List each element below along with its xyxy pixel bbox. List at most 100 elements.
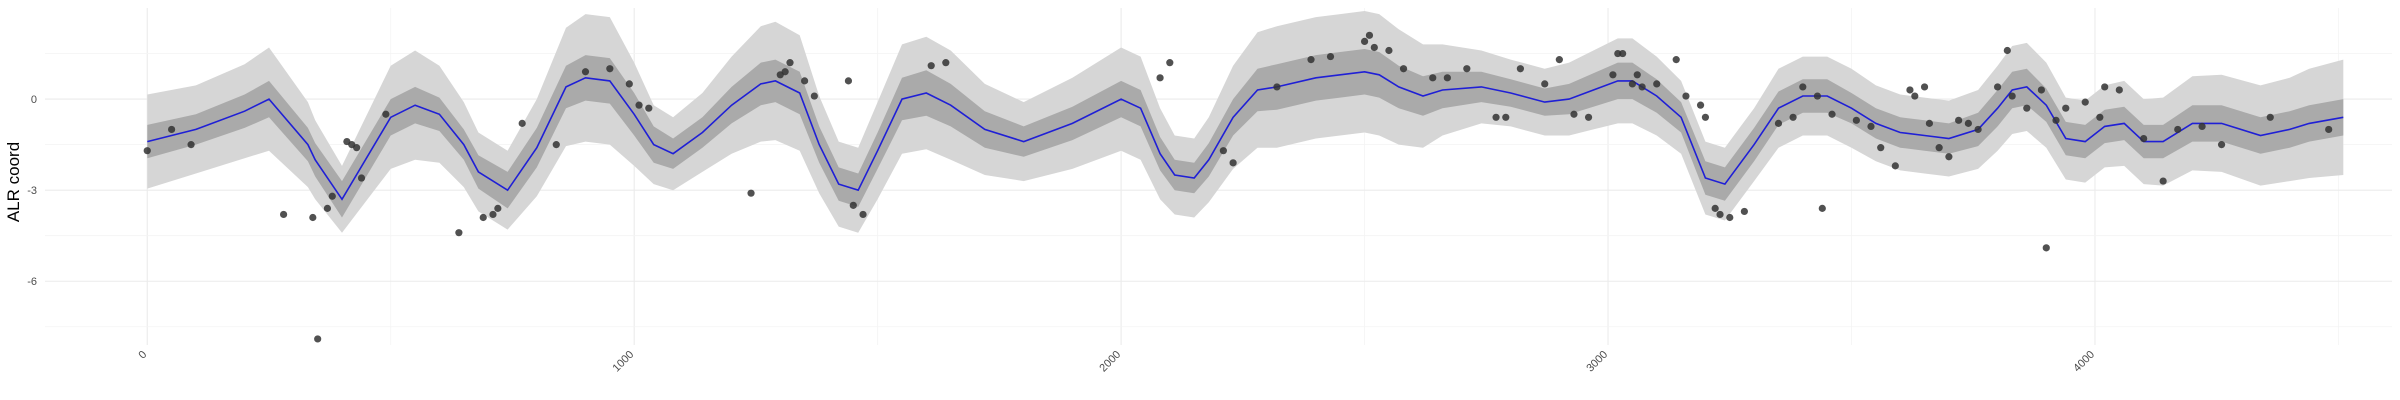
data-point xyxy=(2008,92,2016,100)
data-point xyxy=(1711,204,1719,212)
data-point xyxy=(1789,113,1797,121)
data-point xyxy=(1682,92,1690,100)
data-point xyxy=(1619,49,1627,58)
data-point xyxy=(279,210,288,219)
data-point xyxy=(2062,104,2070,112)
data-point xyxy=(1818,204,1826,212)
data-point xyxy=(552,141,560,149)
data-point xyxy=(2266,113,2274,121)
data-point xyxy=(1429,74,1437,82)
data-point xyxy=(1166,59,1174,67)
data-point xyxy=(1443,74,1451,82)
data-point xyxy=(1463,65,1471,73)
data-point xyxy=(143,147,151,155)
data-point xyxy=(2003,46,2011,55)
data-point xyxy=(2174,125,2182,134)
data-point xyxy=(1935,144,1943,152)
data-point xyxy=(606,65,614,73)
y-tick-label: -3 xyxy=(27,185,37,197)
data-point xyxy=(801,77,809,85)
data-point xyxy=(1584,113,1593,121)
inner-confidence-band xyxy=(147,49,2344,218)
data-point xyxy=(1877,144,1885,152)
data-point xyxy=(1955,116,1963,124)
data-point xyxy=(1920,83,1929,91)
data-point xyxy=(323,204,332,212)
y-axis-title: ALR coord xyxy=(4,142,23,222)
data-point xyxy=(1867,122,1875,131)
data-point xyxy=(1799,83,1807,91)
data-point xyxy=(1974,125,1982,134)
data-point xyxy=(2042,244,2050,252)
data-point xyxy=(1219,147,1227,155)
data-point xyxy=(1385,46,1393,55)
data-point xyxy=(479,213,487,222)
data-point xyxy=(1502,113,1510,121)
data-point xyxy=(2081,98,2089,106)
data-point xyxy=(1672,56,1680,64)
data-point xyxy=(645,104,653,112)
data-point xyxy=(1516,65,1524,73)
data-point xyxy=(187,141,195,149)
data-point xyxy=(849,201,857,209)
data-point xyxy=(2159,177,2167,185)
fitted-line xyxy=(147,70,2344,201)
data-point xyxy=(314,335,322,343)
data-point xyxy=(1852,116,1860,124)
data-point xyxy=(1609,71,1617,79)
data-point xyxy=(1365,31,1374,39)
data-point xyxy=(353,144,361,152)
data-point xyxy=(1911,92,1919,100)
data-point xyxy=(2325,125,2333,134)
data-point xyxy=(1555,56,1563,64)
data-point xyxy=(518,119,526,127)
data-point xyxy=(1399,65,1408,73)
data-point xyxy=(382,110,390,118)
data-point xyxy=(1828,110,1836,118)
data-point xyxy=(781,68,789,76)
data-point xyxy=(927,62,935,70)
data-point xyxy=(1360,37,1369,45)
data-point xyxy=(1696,101,1705,109)
data-point xyxy=(1945,153,1953,161)
data-point xyxy=(1229,159,1237,167)
data-point xyxy=(1570,110,1578,118)
data-point xyxy=(1813,92,1822,100)
data-point xyxy=(1653,80,1661,88)
data-point xyxy=(859,210,867,219)
data-point xyxy=(357,174,366,182)
data-point xyxy=(2140,134,2148,143)
data-point xyxy=(1726,213,1734,222)
data-point xyxy=(2096,113,2104,121)
data-point xyxy=(1492,113,1500,121)
data-point xyxy=(1156,74,1164,82)
data-point xyxy=(810,92,818,100)
data-point xyxy=(1273,83,1281,91)
data-point xyxy=(1925,119,1934,127)
data-point xyxy=(1541,80,1549,88)
data-points xyxy=(143,31,2333,343)
y-tick-label: 0 xyxy=(31,94,37,106)
data-point xyxy=(2037,86,2046,94)
data-point xyxy=(168,125,176,134)
data-point xyxy=(489,210,497,219)
data-point xyxy=(1964,119,1972,127)
data-point xyxy=(1993,83,2002,91)
data-point xyxy=(635,101,643,109)
data-point xyxy=(1716,210,1724,219)
data-point xyxy=(1701,113,1710,121)
data-point xyxy=(1326,52,1335,61)
data-point xyxy=(309,213,317,222)
data-point xyxy=(1891,162,1899,170)
data-point xyxy=(581,68,590,76)
data-point xyxy=(625,80,633,88)
data-point xyxy=(1370,43,1378,52)
data-point xyxy=(1633,71,1641,79)
data-point xyxy=(747,189,755,197)
data-point xyxy=(2217,141,2226,149)
y-tick-label: -6 xyxy=(27,276,37,288)
data-point xyxy=(328,192,336,200)
data-point xyxy=(1906,86,1914,94)
data-point xyxy=(1774,119,1783,127)
